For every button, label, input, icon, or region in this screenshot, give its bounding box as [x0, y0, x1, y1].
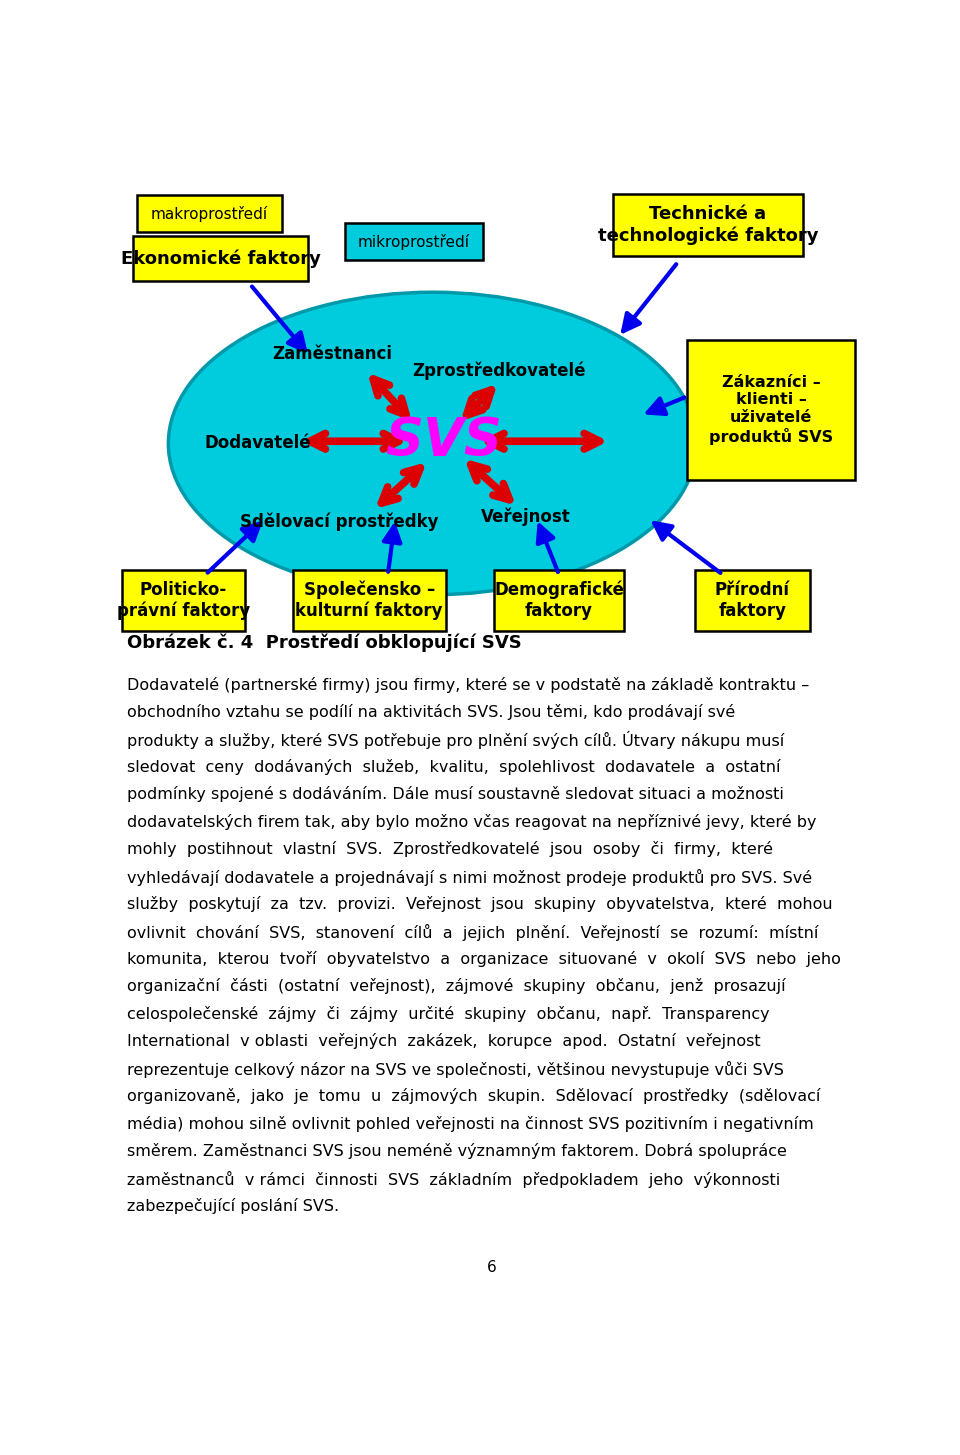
- FancyBboxPatch shape: [345, 223, 483, 260]
- Text: Sdělovací prostředky: Sdělovací prostředky: [240, 512, 439, 531]
- Ellipse shape: [168, 292, 697, 595]
- FancyBboxPatch shape: [695, 569, 810, 631]
- Text: Zaměstnanci: Zaměstnanci: [272, 345, 392, 362]
- Text: komunita,  kterou  tvoří  obyvatelstvo  a  organizace  situované  v  okolí  SVS : komunita, kterou tvoří obyvatelstvo a or…: [128, 952, 841, 968]
- Text: dodavatelských firem tak, aby bylo možno včas reagovat na nepříznivé jevy, které: dodavatelských firem tak, aby bylo možno…: [128, 813, 817, 829]
- Text: ovlivnit  chování  SVS,  stanovení  cílů  a  jejich  plnění.  Veřejností  se  ro: ovlivnit chování SVS, stanovení cílů a j…: [128, 924, 819, 940]
- Text: zaměstnanců  v rámci  činnosti  SVS  základním  předpokladem  jeho  výkonnosti: zaměstnanců v rámci činnosti SVS základn…: [128, 1171, 780, 1187]
- Text: 6: 6: [487, 1260, 497, 1275]
- Text: směrem. Zaměstnanci SVS jsou neméně významným faktorem. Dobrá spolupráce: směrem. Zaměstnanci SVS jsou neméně význ…: [128, 1144, 787, 1160]
- Text: Obrázek č. 4  Prostředí obklopující SVS: Obrázek č. 4 Prostředí obklopující SVS: [128, 634, 522, 652]
- Text: International  v oblasti  veřejných  zakázek,  korupce  apod.  Ostatní  veřejnos: International v oblasti veřejných zakáze…: [128, 1033, 761, 1049]
- Text: reprezentuje celkový názor na SVS ve společnosti, většinou nevystupuje vůči SVS: reprezentuje celkový názor na SVS ve spo…: [128, 1061, 784, 1078]
- Text: mikroprostředí: mikroprostředí: [358, 234, 469, 250]
- FancyBboxPatch shape: [133, 236, 308, 281]
- Text: média) mohou silně ovlivnit pohled veřejnosti na činnost SVS pozitivním i negati: média) mohou silně ovlivnit pohled veřej…: [128, 1116, 814, 1132]
- Text: služby  poskytují  za  tzv.  provizi.  Veřejnost  jsou  skupiny  obyvatelstva,  : služby poskytují za tzv. provizi. Veřejn…: [128, 896, 833, 912]
- Text: produkty a služby, které SVS potřebuje pro plnění svých cílů. Útvary nákupu musí: produkty a služby, které SVS potřebuje p…: [128, 732, 784, 749]
- Text: Zákazníci –
klienti –
uživatelé
produktů SVS: Zákazníci – klienti – uživatelé produktů…: [708, 375, 833, 445]
- Text: zabezpečující poslání SVS.: zabezpečující poslání SVS.: [128, 1197, 340, 1213]
- Text: Demografické
faktory: Demografické faktory: [494, 581, 624, 620]
- Text: Politicko-
právní faktory: Politicko- právní faktory: [116, 581, 250, 620]
- FancyBboxPatch shape: [687, 340, 854, 480]
- FancyBboxPatch shape: [293, 569, 445, 631]
- Text: organizovaně,  jako  je  tomu  u  zájmových  skupin.  Sdělovací  prostředky  (sd: organizovaně, jako je tomu u zájmových s…: [128, 1088, 821, 1104]
- FancyBboxPatch shape: [122, 569, 245, 631]
- Text: makroprostředí: makroprostředí: [151, 205, 268, 221]
- FancyBboxPatch shape: [612, 194, 803, 256]
- Text: Veřejnost: Veřejnost: [481, 506, 570, 525]
- Text: podmínky spojené s dodáváním. Dále musí soustavně sledovat situaci a možnosti: podmínky spojené s dodáváním. Dále musí …: [128, 786, 784, 802]
- Text: Ekonomické faktory: Ekonomické faktory: [121, 249, 321, 268]
- Text: Přírodní
faktory: Přírodní faktory: [715, 581, 790, 620]
- Text: Dodavatelé: Dodavatelé: [204, 435, 311, 453]
- Text: Dodavatelé (partnerské firmy) jsou firmy, které se v podstatě na základě kontrak: Dodavatelé (partnerské firmy) jsou firmy…: [128, 677, 809, 693]
- Text: mohly  postihnout  vlastní  SVS.  Zprostředkovatelé  jsou  osoby  či  firmy,  kt: mohly postihnout vlastní SVS. Zprostředk…: [128, 841, 774, 857]
- Text: Technické a
technologické faktory: Technické a technologické faktory: [597, 205, 818, 244]
- Text: Zprostředkovatelé: Zprostředkovatelé: [413, 361, 587, 380]
- FancyBboxPatch shape: [493, 569, 624, 631]
- Text: SVS: SVS: [385, 415, 502, 467]
- Text: celospolečenské  zájmy  či  zájmy  určité  skupiny  občanu,  např.  Transparency: celospolečenské zájmy či zájmy určité sk…: [128, 1005, 770, 1021]
- Text: sledovat  ceny  dodávaných  služeb,  kvalitu,  spolehlivost  dodavatele  a  osta: sledovat ceny dodávaných služeb, kvalitu…: [128, 760, 780, 776]
- Text: organizační  části  (ostatní  veřejnost),  zájmové  skupiny  občanu,  jenž  pros: organizační části (ostatní veřejnost), z…: [128, 978, 786, 994]
- FancyBboxPatch shape: [136, 195, 282, 233]
- Text: vyhledávají dodavatele a projednávají s nimi možnost prodeje produktů pro SVS. S: vyhledávají dodavatele a projednávají s …: [128, 869, 812, 886]
- Text: Společensko –
kulturní faktory: Společensko – kulturní faktory: [296, 581, 443, 620]
- Text: obchodního vztahu se podílí na aktivitách SVS. Jsou těmi, kdo prodávají své: obchodního vztahu se podílí na aktivitác…: [128, 704, 735, 720]
